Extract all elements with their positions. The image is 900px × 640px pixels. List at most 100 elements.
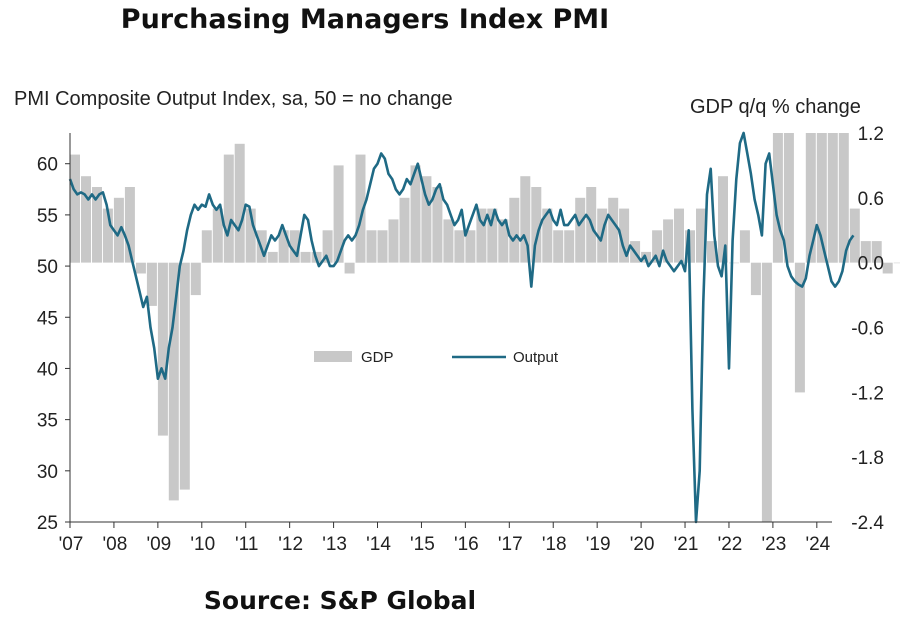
legend-gdp-label: GDP bbox=[361, 349, 394, 366]
gdp-bar bbox=[838, 133, 849, 263]
gdp-bar bbox=[201, 230, 212, 263]
gdp-bar bbox=[267, 251, 278, 263]
x-tick-label: '09 bbox=[146, 534, 171, 555]
gdp-bar bbox=[443, 219, 454, 263]
gdp-bar bbox=[476, 208, 487, 263]
gdp-bar bbox=[772, 133, 783, 263]
right-tick-label: 1.2 bbox=[858, 124, 884, 145]
gdp-bar bbox=[465, 230, 476, 263]
x-tick-label: '18 bbox=[542, 534, 567, 555]
gdp-bar bbox=[498, 219, 509, 263]
gdp-bar bbox=[135, 262, 146, 274]
gdp-bar bbox=[344, 262, 355, 274]
legend-output-label: Output bbox=[513, 349, 559, 366]
x-tick-label: '11 bbox=[235, 534, 258, 555]
x-tick-label: '19 bbox=[586, 534, 611, 555]
gdp-bar bbox=[70, 154, 80, 263]
gdp-bar bbox=[707, 241, 717, 263]
gdp-bar bbox=[509, 197, 520, 263]
gdp-bar bbox=[421, 176, 432, 263]
left-axis-label: PMI Composite Output Index, sa, 50 = no … bbox=[14, 88, 453, 110]
x-tick-label: '22 bbox=[718, 534, 743, 555]
gdp-bar bbox=[157, 262, 168, 436]
gdp-bar bbox=[190, 262, 201, 296]
gdp-bar bbox=[750, 262, 761, 296]
gdp-bar bbox=[893, 262, 900, 264]
legend: GDP Output bbox=[314, 349, 559, 366]
gdp-bar bbox=[794, 262, 805, 393]
gdp-bars bbox=[70, 133, 900, 522]
gdp-bar bbox=[487, 208, 498, 263]
axes: 60 55 50 45 40 35 30 25 1.2 0.6 0.0 -0.6 -1.2 -1.8 -2.… bbox=[37, 124, 885, 555]
gdp-bar bbox=[663, 219, 674, 263]
gdp-bar bbox=[608, 197, 619, 263]
legend-gdp-swatch bbox=[314, 351, 352, 362]
gdp-bar bbox=[377, 230, 388, 263]
gdp-bar bbox=[322, 230, 333, 263]
x-tick-label: '07 bbox=[59, 534, 84, 555]
gdp-bar bbox=[882, 262, 893, 274]
x-tick-label: '15 bbox=[410, 534, 435, 555]
gdp-bar bbox=[860, 241, 871, 263]
x-tick-label: '13 bbox=[322, 534, 347, 555]
x-tick-label: '14 bbox=[366, 534, 391, 555]
chart-title: Purchasing Managers Index PMI bbox=[120, 4, 610, 35]
gdp-bar bbox=[410, 165, 421, 263]
gdp-bar bbox=[827, 133, 838, 263]
gdp-bar bbox=[212, 208, 223, 263]
right-tick-label: -2.4 bbox=[851, 513, 884, 534]
left-tick-label: 25 bbox=[37, 513, 58, 534]
x-tick-label: '21 bbox=[674, 534, 699, 555]
gdp-bar bbox=[619, 208, 630, 263]
gdp-bar bbox=[432, 187, 443, 263]
right-tick-label: -1.8 bbox=[851, 448, 884, 469]
right-tick-label: -0.6 bbox=[851, 319, 884, 340]
gdp-bar bbox=[531, 187, 542, 263]
gdp-bar bbox=[333, 165, 344, 263]
gdp-bar bbox=[674, 208, 684, 263]
left-tick-label: 30 bbox=[37, 462, 58, 483]
gdp-bar bbox=[564, 230, 575, 263]
right-tick-label: -1.2 bbox=[851, 383, 884, 404]
gdp-bar bbox=[245, 208, 256, 263]
gdp-bar bbox=[696, 208, 706, 263]
left-tick-label: 40 bbox=[37, 359, 58, 380]
gdp-bar bbox=[553, 230, 564, 263]
gdp-bar bbox=[223, 154, 234, 263]
gdp-bar bbox=[168, 262, 179, 501]
gdp-bar bbox=[366, 230, 377, 263]
gdp-bar bbox=[718, 176, 728, 263]
gdp-bar bbox=[454, 230, 465, 263]
left-tick-label: 35 bbox=[37, 411, 58, 432]
x-tick-label: '24 bbox=[805, 534, 830, 555]
gdp-bar bbox=[849, 208, 860, 263]
gdp-bar bbox=[761, 262, 772, 522]
gdp-bar bbox=[179, 262, 190, 490]
gdp-bar bbox=[871, 241, 882, 263]
right-tick-label: 0.6 bbox=[858, 189, 884, 210]
right-axis-label: GDP q/q % change bbox=[690, 96, 861, 118]
source-note: Source: S&P Global bbox=[203, 586, 477, 615]
gdp-bar bbox=[124, 187, 135, 263]
gdp-bar bbox=[816, 133, 827, 263]
gdp-bar bbox=[278, 230, 289, 263]
gdp-bar bbox=[300, 251, 311, 263]
x-tick-label: '17 bbox=[498, 534, 523, 555]
gdp-bar bbox=[146, 262, 157, 306]
left-tick-label: 60 bbox=[37, 155, 58, 176]
x-tick-label: '12 bbox=[278, 534, 303, 555]
left-tick-label: 50 bbox=[37, 257, 58, 278]
left-tick-label: 45 bbox=[37, 308, 58, 329]
gdp-bar bbox=[520, 176, 531, 263]
gdp-bar bbox=[575, 197, 586, 263]
x-tick-label: '10 bbox=[190, 534, 215, 555]
gdp-bar bbox=[542, 208, 553, 263]
x-tick-label: '08 bbox=[103, 534, 128, 555]
gdp-bar bbox=[355, 154, 366, 263]
gdp-bar bbox=[92, 187, 102, 263]
x-tick-label: '16 bbox=[454, 534, 479, 555]
x-tick-label: '20 bbox=[630, 534, 655, 555]
gdp-bar bbox=[81, 176, 91, 263]
gdp-bar bbox=[739, 230, 750, 263]
